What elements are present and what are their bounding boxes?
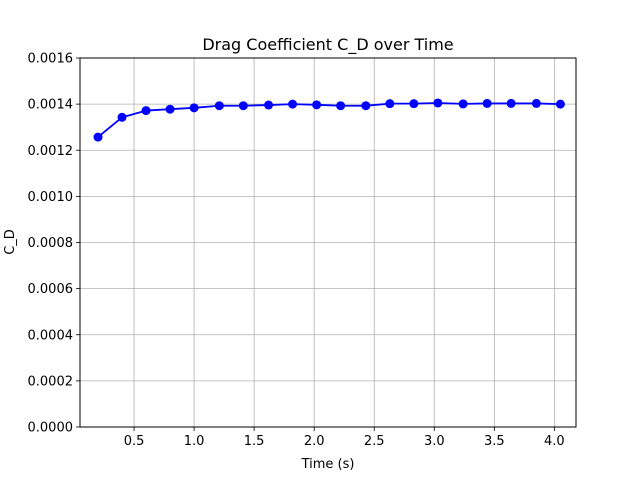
data-point [531, 98, 541, 108]
x-tick-label: 4.0 [544, 434, 565, 449]
series-layer [93, 98, 565, 142]
data-point [555, 99, 565, 109]
y-tick-label: 0.0004 [28, 328, 74, 343]
x-tick-label: 2.5 [364, 434, 385, 449]
data-point [189, 103, 199, 113]
y-tick-label: 0.0016 [28, 52, 74, 67]
data-point [214, 101, 224, 111]
data-point [433, 98, 443, 108]
y-tick-label: 0.0010 [28, 190, 74, 205]
y-tick-label: 0.0014 [28, 98, 74, 113]
tick-layer: 0.5 1.0 1.5 2.0 2.5 3.0 3.5 4.0 0.0000 0.0002 0.00… [28, 52, 565, 450]
x-tick-label: 1.0 [184, 434, 205, 449]
data-point [312, 100, 322, 110]
x-tick-label: 3.0 [424, 434, 445, 449]
data-point [238, 101, 248, 111]
data-point [288, 99, 298, 109]
x-tick-label: 3.5 [484, 434, 505, 449]
y-tick-label: 0.0008 [28, 236, 74, 251]
y-tick-label: 0.0006 [28, 282, 74, 297]
data-point [264, 100, 274, 110]
data-point [141, 106, 151, 116]
y-tick-label: 0.0002 [28, 374, 74, 389]
y-tick-label: 0.0012 [28, 144, 74, 159]
data-point [165, 104, 175, 114]
data-point [361, 101, 371, 111]
x-tick-label: 1.5 [244, 434, 265, 449]
data-point [93, 132, 103, 142]
data-point [409, 99, 419, 109]
data-point [506, 98, 516, 108]
chart-title: Drag Coefficient C_D over Time [202, 35, 453, 55]
x-axis-label: Time (s) [301, 457, 355, 472]
x-tick-label: 2.0 [304, 434, 325, 449]
data-point [458, 99, 468, 109]
data-point [336, 101, 346, 111]
x-tick-label: 0.5 [124, 434, 145, 449]
y-tick-label: 0.0000 [28, 421, 74, 436]
y-axis-label: C_D [3, 229, 18, 255]
data-point [117, 112, 127, 122]
data-point [385, 99, 395, 109]
data-point [482, 98, 492, 108]
